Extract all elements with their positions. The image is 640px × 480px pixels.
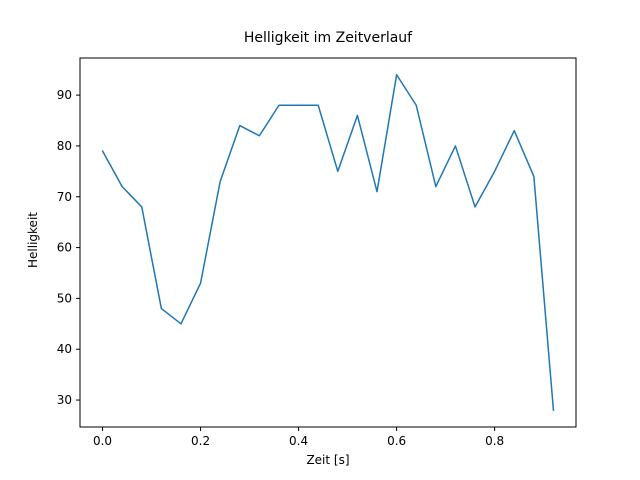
x-tick-label: 0.8 [485,434,504,448]
y-tick-label: 80 [57,139,72,153]
x-tick-label: 0.4 [289,434,308,448]
chart-title: Helligkeit im Zeitverlauf [243,30,413,46]
y-tick-label: 60 [57,241,72,255]
x-tick-label: 0.2 [191,434,210,448]
axes-spines [79,57,577,428]
y-tick-label: 30 [57,393,72,407]
y-tick-label: 50 [57,291,72,305]
x-tick-label: 0.0 [93,434,112,448]
x-axis-label: Zeit [s] [306,453,350,467]
y-axis-label: Helligkeit [26,212,40,268]
x-tick-label: 0.6 [387,434,406,448]
data-line-series [101,74,555,411]
y-tick-label: 40 [57,342,72,356]
y-tick-label: 70 [57,190,72,204]
y-tick-label: 90 [57,88,72,102]
